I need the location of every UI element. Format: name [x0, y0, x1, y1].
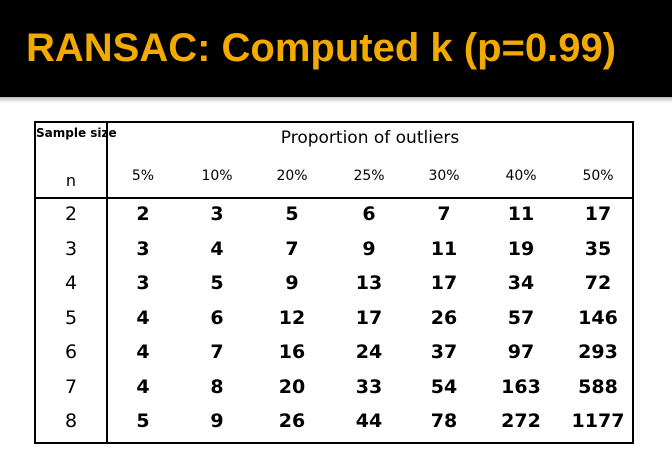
k-value-cell: 37 [430, 341, 458, 363]
k-value-cell: 17 [355, 307, 383, 329]
column-header: 40% [505, 168, 537, 184]
k-value-cell: 3 [136, 238, 150, 260]
row-sample-size: 8 [64, 410, 78, 432]
column-header: 50% [582, 168, 614, 184]
proportion-header: Proportion of outliers [280, 128, 460, 148]
k-value-cell: 7 [285, 238, 299, 260]
k-value-cell: 4 [136, 341, 150, 363]
k-value-cell: 588 [578, 376, 618, 398]
k-value-cell: 9 [210, 410, 224, 432]
outlier-table: Sample size n Proportion of outliers 5% 1… [34, 121, 634, 444]
k-value-cell: 54 [430, 376, 458, 398]
title-shadow [0, 97, 672, 103]
k-value-cell: 26 [278, 410, 306, 432]
title-bar: RANSAC: Computed k (p=0.99) [0, 0, 672, 97]
k-value-cell: 11 [507, 203, 535, 225]
k-value-cell: 57 [507, 307, 535, 329]
k-value-cell: 5 [285, 203, 299, 225]
k-value-cell: 5 [210, 272, 224, 294]
k-value-cell: 72 [584, 272, 612, 294]
k-value-cell: 35 [584, 238, 612, 260]
row-sample-size: 6 [64, 341, 78, 363]
row-sample-size: 7 [64, 376, 78, 398]
k-value-cell: 146 [578, 307, 618, 329]
k-value-cell: 16 [278, 341, 306, 363]
k-value-cell: 20 [278, 376, 306, 398]
k-value-cell: 2 [136, 203, 150, 225]
k-value-cell: 3 [136, 272, 150, 294]
k-value-cell: 44 [355, 410, 383, 432]
k-value-cell: 293 [578, 341, 618, 363]
k-value-cell: 4 [210, 238, 224, 260]
header-divider [36, 197, 632, 199]
k-value-cell: 34 [507, 272, 535, 294]
column-header: 25% [353, 168, 385, 184]
column-header: 5% [131, 168, 155, 184]
k-value-cell: 24 [355, 341, 383, 363]
k-value-cell: 26 [430, 307, 458, 329]
k-value-cell: 6 [210, 307, 224, 329]
k-value-cell: 97 [507, 341, 535, 363]
k-value-cell: 1177 [571, 410, 625, 432]
k-value-cell: 3 [210, 203, 224, 225]
k-value-cell: 163 [501, 376, 541, 398]
column-header: 20% [276, 168, 308, 184]
row-sample-size: 2 [64, 203, 78, 225]
k-value-cell: 6 [362, 203, 376, 225]
k-value-cell: 8 [210, 376, 224, 398]
k-value-cell: 9 [285, 272, 299, 294]
k-value-cell: 78 [430, 410, 458, 432]
k-value-cell: 33 [355, 376, 383, 398]
k-value-cell: 17 [430, 272, 458, 294]
k-value-cell: 7 [210, 341, 224, 363]
slide-title: RANSAC: Computed k (p=0.99) [26, 26, 617, 70]
k-value-cell: 5 [136, 410, 150, 432]
k-value-cell: 4 [136, 307, 150, 329]
sample-size-header: Sample size [36, 126, 117, 140]
column-divider [106, 123, 108, 442]
row-sample-size: 3 [64, 238, 78, 260]
k-value-cell: 11 [430, 238, 458, 260]
k-value-cell: 12 [278, 307, 306, 329]
column-header: 10% [201, 168, 233, 184]
n-header: n [65, 171, 77, 190]
k-value-cell: 19 [507, 238, 535, 260]
k-value-cell: 7 [437, 203, 451, 225]
row-sample-size: 5 [64, 307, 78, 329]
k-value-cell: 4 [136, 376, 150, 398]
k-value-cell: 13 [355, 272, 383, 294]
k-value-cell: 9 [362, 238, 376, 260]
k-value-cell: 17 [584, 203, 612, 225]
k-value-cell: 272 [501, 410, 541, 432]
column-header: 30% [428, 168, 460, 184]
row-sample-size: 4 [64, 272, 78, 294]
